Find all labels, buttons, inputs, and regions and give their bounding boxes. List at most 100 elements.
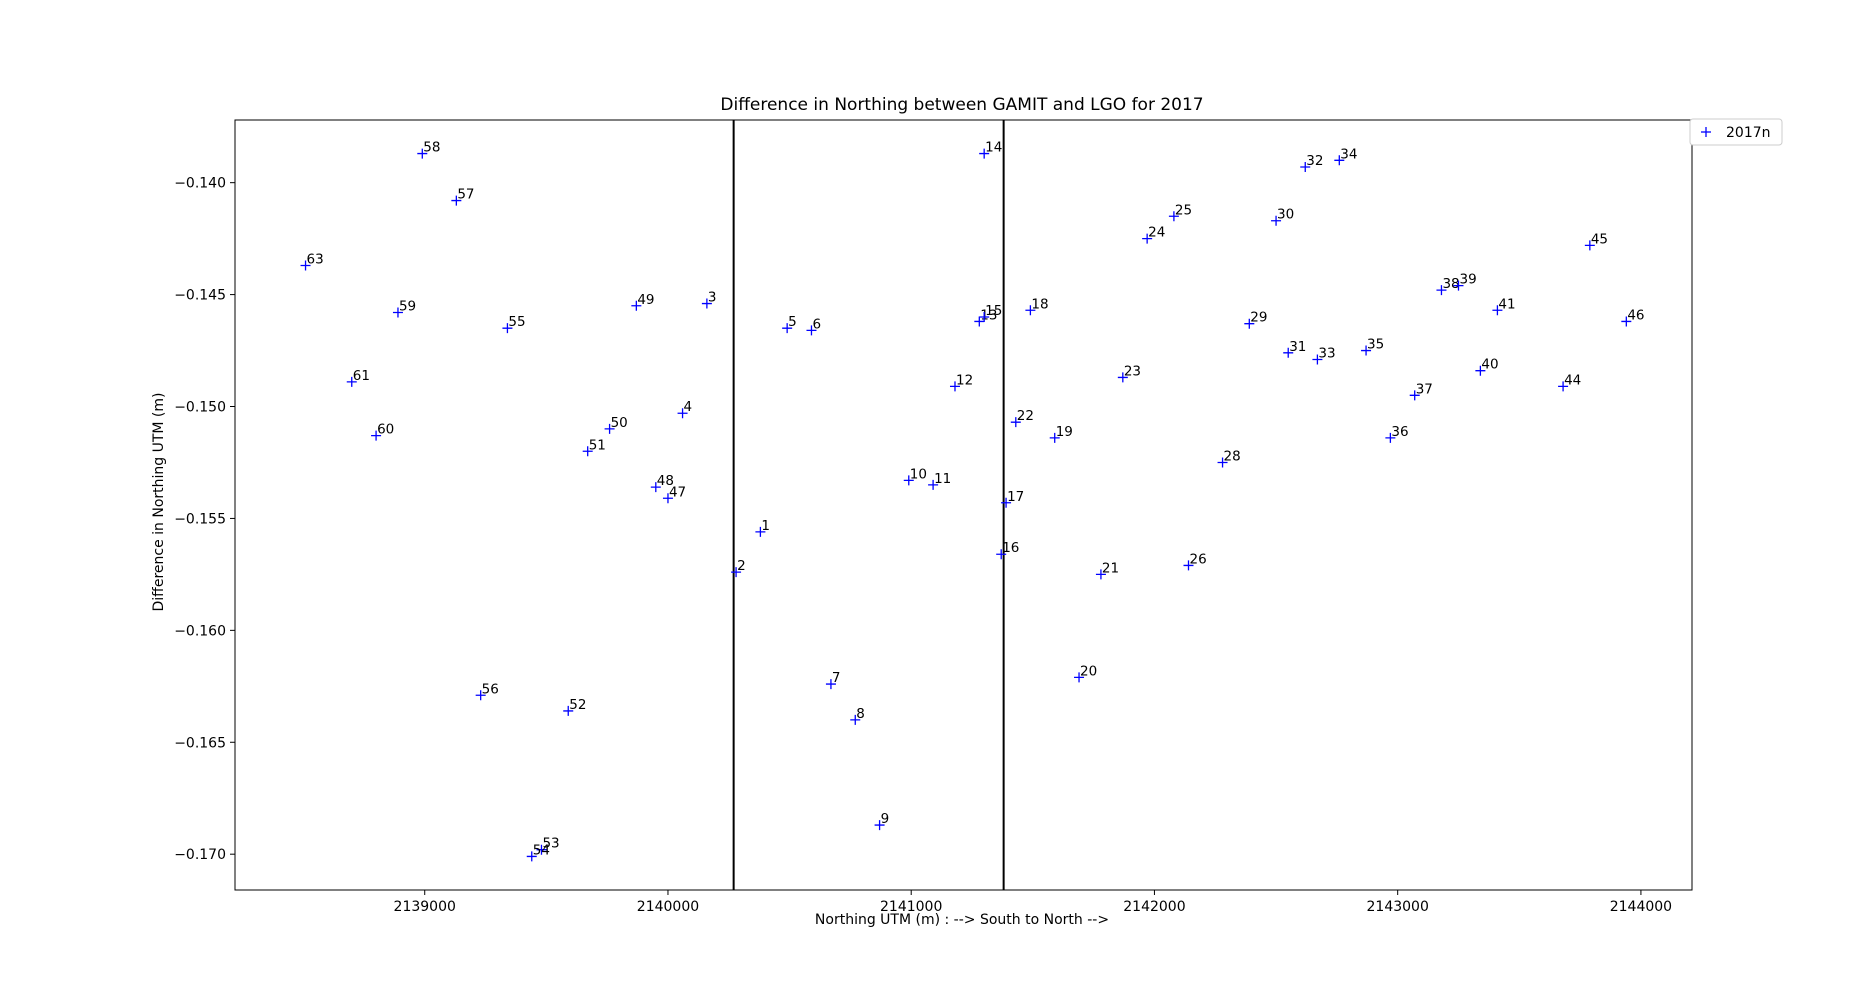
point-label: 44 xyxy=(1564,372,1581,388)
data-point xyxy=(974,316,985,327)
point-label: 32 xyxy=(1306,153,1323,169)
x-tick-label: 2142000 xyxy=(1123,899,1185,915)
data-point xyxy=(1300,162,1311,173)
data-point xyxy=(346,376,357,387)
data-point xyxy=(631,300,642,311)
y-tick-label: −0.165 xyxy=(174,735,226,751)
point-label: 12 xyxy=(956,372,973,388)
data-point xyxy=(1049,432,1060,443)
point-label: 45 xyxy=(1591,231,1608,247)
data-point xyxy=(392,307,403,318)
data-point xyxy=(874,820,885,831)
data-point xyxy=(1584,240,1595,251)
point-label: 7 xyxy=(832,670,841,686)
data-point xyxy=(677,408,688,419)
x-tick-label: 2144000 xyxy=(1610,899,1672,915)
y-tick-label: −0.170 xyxy=(174,847,226,863)
point-label: 39 xyxy=(1459,272,1476,288)
y-axis-label: Difference in Northing UTM (m) xyxy=(151,393,167,612)
data-point xyxy=(536,844,547,855)
legend-label: 2017n xyxy=(1726,125,1771,141)
point-label: 40 xyxy=(1481,357,1498,373)
data-point xyxy=(582,446,593,457)
data-point xyxy=(1385,432,1396,443)
data-point xyxy=(1409,390,1420,401)
data-point xyxy=(371,430,382,441)
data-point xyxy=(1271,215,1282,226)
x-tick-label: 2143000 xyxy=(1367,899,1429,915)
point-label: 15 xyxy=(985,303,1002,319)
data-point xyxy=(662,493,673,504)
point-label: 26 xyxy=(1189,551,1206,567)
legend-box xyxy=(1689,118,1783,146)
data-point xyxy=(1558,381,1569,392)
point-label: 55 xyxy=(508,314,525,330)
point-label: 54 xyxy=(533,842,550,858)
x-tick-label: 2139000 xyxy=(394,899,456,915)
plot-area: 2139000 2140000 2141000 2142000 2143000 21440… xyxy=(174,119,1693,915)
data-point xyxy=(300,260,311,271)
chart-title: Difference in Northing between GAMIT and… xyxy=(720,95,1203,115)
data-point xyxy=(1001,497,1012,508)
point-label: 38 xyxy=(1442,276,1459,292)
legend: 2017n xyxy=(1689,118,1783,146)
point-label: 48 xyxy=(657,473,674,489)
data-point xyxy=(979,148,990,159)
data-point xyxy=(903,475,914,486)
data-point xyxy=(1453,280,1464,291)
point-label: 6 xyxy=(812,316,821,332)
data-point xyxy=(1436,285,1447,296)
data-point xyxy=(1492,305,1503,316)
y-tick-label: −0.150 xyxy=(174,400,226,416)
point-label: 14 xyxy=(985,140,1002,156)
point-label: 28 xyxy=(1224,448,1241,464)
data-point xyxy=(451,195,462,206)
point-label: 34 xyxy=(1340,146,1357,162)
data-point xyxy=(1168,211,1179,222)
data-point xyxy=(1361,345,1372,356)
point-label: 17 xyxy=(1007,489,1024,505)
point-label: 4 xyxy=(684,399,693,415)
y-tick-label: −0.160 xyxy=(174,623,226,639)
data-point xyxy=(1074,672,1085,683)
data-point xyxy=(526,851,537,862)
data-point xyxy=(1475,365,1486,376)
data-point xyxy=(475,690,486,701)
point-label: 23 xyxy=(1124,363,1141,379)
data-point xyxy=(1334,155,1345,166)
point-label: 57 xyxy=(457,187,474,203)
point-label: 30 xyxy=(1277,207,1294,223)
data-point xyxy=(1312,354,1323,365)
data-point xyxy=(825,679,836,690)
data-point xyxy=(782,323,793,334)
point-label: 22 xyxy=(1017,408,1034,424)
y-tick-label: −0.140 xyxy=(174,176,226,192)
point-label: 49 xyxy=(637,292,654,308)
point-label: 2 xyxy=(737,558,746,574)
point-label: 25 xyxy=(1175,202,1192,218)
data-point xyxy=(1025,305,1036,316)
data-point xyxy=(1142,233,1153,244)
data-point xyxy=(1217,457,1228,468)
point-label: 31 xyxy=(1289,339,1306,355)
data-point xyxy=(1010,417,1021,428)
point-label: 59 xyxy=(399,299,416,315)
data-point xyxy=(604,423,615,434)
point-label: 29 xyxy=(1250,310,1267,326)
point-label: 50 xyxy=(611,415,628,431)
data-point xyxy=(979,311,990,322)
data-point xyxy=(850,714,861,725)
point-label: 20 xyxy=(1080,663,1097,679)
point-label: 47 xyxy=(669,484,686,500)
y-tick-label: −0.145 xyxy=(174,288,226,304)
plot-frame xyxy=(234,119,1693,891)
x-axis-label: Northing UTM (m) : --> South to North --… xyxy=(815,912,1109,928)
data-point xyxy=(928,479,939,490)
point-label: 1 xyxy=(761,518,770,534)
point-label: 10 xyxy=(910,466,927,482)
point-label: 33 xyxy=(1318,346,1335,362)
data-point xyxy=(417,148,428,159)
point-label: 35 xyxy=(1367,337,1384,353)
data-point xyxy=(755,526,766,537)
